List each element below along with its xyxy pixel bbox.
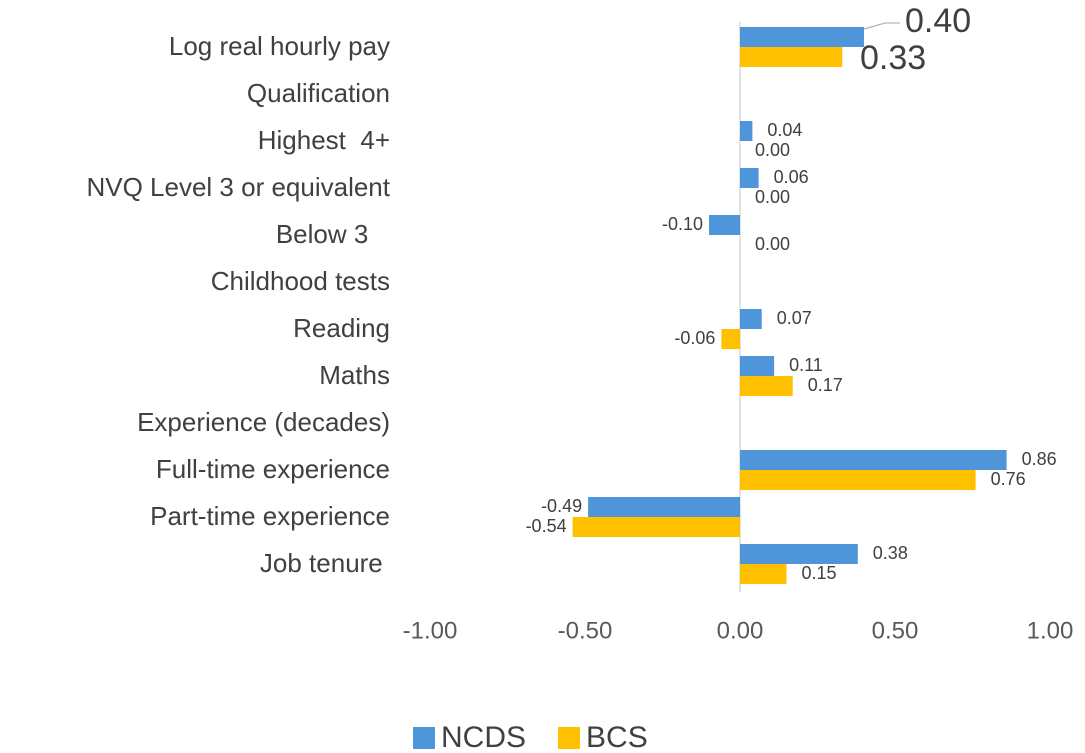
data-label: 0.76 <box>991 469 1026 489</box>
category-label: Childhood tests <box>211 266 390 296</box>
x-tick-label: 0.50 <box>872 617 919 644</box>
bar <box>740 376 793 396</box>
data-label: 0.38 <box>873 543 908 563</box>
data-label: -0.49 <box>541 496 582 516</box>
category-label: Experience (decades) <box>137 407 390 437</box>
data-label: 0.06 <box>774 167 809 187</box>
category-label: NVQ Level 3 or equivalent <box>86 172 390 202</box>
data-label: -0.54 <box>526 516 567 536</box>
category-label: Maths <box>319 360 390 390</box>
data-label: 0.11 <box>789 355 823 375</box>
category-label: Job tenure <box>260 548 390 578</box>
data-label: 0.15 <box>802 563 837 583</box>
bar <box>740 544 858 564</box>
data-label: 0.86 <box>1022 449 1057 469</box>
bar <box>740 168 759 188</box>
bar <box>740 356 775 376</box>
bar <box>740 470 976 490</box>
bar <box>721 329 740 349</box>
bar <box>740 564 787 584</box>
bar <box>740 27 864 47</box>
bar <box>572 517 740 537</box>
bar <box>740 309 762 329</box>
bar <box>740 47 843 67</box>
data-label: 0.00 <box>755 234 790 254</box>
category-label: Qualification <box>247 78 390 108</box>
data-label: 0.07 <box>777 308 812 328</box>
category-label: Below 3 <box>276 219 390 249</box>
bar <box>740 121 753 141</box>
category-label: Reading <box>293 313 390 343</box>
leader-line <box>863 22 900 30</box>
category-label: Full-time experience <box>156 454 390 484</box>
x-tick-label: -0.50 <box>558 617 613 644</box>
data-label: 0.33 <box>860 39 926 77</box>
bar <box>709 215 740 235</box>
data-label: 0.00 <box>755 187 790 207</box>
data-label: 0.04 <box>767 120 802 140</box>
category-label: Log real hourly pay <box>169 31 390 61</box>
data-label: -0.06 <box>674 328 715 348</box>
data-label: 0.17 <box>808 375 843 395</box>
x-tick-label: -1.00 <box>403 617 458 644</box>
x-tick-label: 0.00 <box>717 617 764 644</box>
data-label: 0.40 <box>905 2 971 40</box>
category-label: Highest 4+ <box>258 125 390 155</box>
legend-swatch <box>413 727 435 749</box>
bar <box>740 450 1007 470</box>
data-label: 0.00 <box>755 140 790 160</box>
category-label: Part-time experience <box>150 501 390 531</box>
data-label: -0.10 <box>662 214 703 234</box>
bar <box>588 497 740 517</box>
x-tick-label: 1.00 <box>1027 617 1074 644</box>
legend-label: BCS <box>586 721 648 753</box>
legend-label: NCDS <box>441 721 526 753</box>
legend-swatch <box>558 727 581 749</box>
